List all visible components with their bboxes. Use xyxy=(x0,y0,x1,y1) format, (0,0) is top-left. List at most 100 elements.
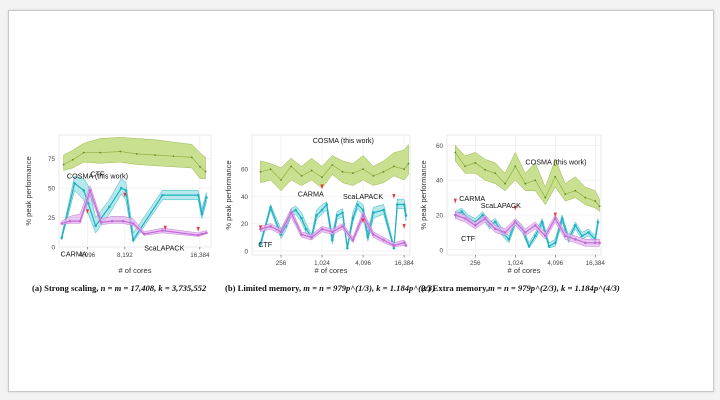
panel-b: 0 20 40 60 256 1,024 4,096 16,384 COSMA (this w… xyxy=(224,134,435,293)
panel-a-cosma-point xyxy=(71,158,74,161)
panel-c-scalapack-point xyxy=(533,224,537,227)
panel-a-annotation: CARMA xyxy=(61,249,87,258)
panel-b-cosma-point xyxy=(321,176,323,179)
panel-c-cosma-point xyxy=(598,205,601,208)
panel-b-ticks: 0 20 40 60 256 1,024 4,096 16,384 xyxy=(241,167,414,267)
panel-c-scalapack-line xyxy=(455,214,600,244)
panel-a-cosma-point xyxy=(172,155,175,158)
panel-c-xtick-label: 1,024 xyxy=(507,260,523,267)
panel-c-scalapack-point xyxy=(544,234,547,238)
panel-c-ctf-point xyxy=(547,245,551,248)
panel-a-ylabel: % peak performance xyxy=(24,156,33,225)
panel-a-ctf-point xyxy=(196,193,200,197)
panel-a-annotations: COSMA (this work)CTF CARMA ScaLAPACK xyxy=(61,169,185,258)
panel-c-ctf-point xyxy=(481,213,484,217)
panel-c-cosma-point xyxy=(574,189,577,192)
panel-b-ctf-point xyxy=(345,246,349,250)
panel-b-carma-point xyxy=(402,223,406,229)
panel-c-scalapack-point xyxy=(453,213,457,217)
panel-c-annotation: ScaLAPACK xyxy=(481,201,521,210)
panel-b-annotation: ScaLAPACK xyxy=(343,192,383,201)
panel-a-cosma-point xyxy=(190,156,193,159)
panel-c-cosma-point xyxy=(584,196,587,199)
panel-b-scalapack-line xyxy=(260,211,407,247)
panel-b-ctf-point xyxy=(269,205,272,209)
panel-c-ytick-label: 40 xyxy=(436,178,444,185)
panel-c-cosma-point xyxy=(504,182,507,185)
panel-b-scalapack-point xyxy=(361,214,365,217)
panel-c-ctf-point xyxy=(493,220,497,224)
panel-b-xtick-label: 4,096 xyxy=(355,260,371,267)
panel-a-ctf-point xyxy=(73,182,76,185)
panel-a-scalapack-point xyxy=(121,219,125,223)
panel-a-ctf-band xyxy=(61,175,207,243)
panel-a-caption-formula: n = m = 17,408, k = 3,735,552 xyxy=(101,283,207,293)
panel-b-ctf-point xyxy=(372,211,375,215)
panel-b-annotation: COSMA (this work) xyxy=(313,136,374,145)
panel-a-scalapack-point xyxy=(110,219,114,223)
panel-b-cosma-band xyxy=(260,143,409,192)
panel-a-cosma-band xyxy=(63,137,206,179)
panel-c-cosma-point xyxy=(464,165,467,168)
panel-a-cosma-point xyxy=(199,165,201,168)
panel-b-cosma-point xyxy=(290,165,293,168)
panel-b-scalapack-point xyxy=(351,238,355,242)
panel-b-ctf-point xyxy=(382,208,385,212)
panel-a-cosma-point xyxy=(154,154,157,156)
panel-b-ctf-point xyxy=(294,208,297,212)
panel-a-marks xyxy=(60,137,208,243)
panel-a-ctf-point xyxy=(82,189,86,192)
panel-c-ctf-point xyxy=(560,217,564,220)
panel-c-ytick-label: 60 xyxy=(436,143,444,150)
panel-a-carma-point xyxy=(196,226,200,232)
panel-b-ctf-point xyxy=(366,235,370,239)
panel-c-ctf-point xyxy=(527,245,531,248)
panel-a-caption-prefix: (a) Strong scaling, xyxy=(32,283,101,293)
panel-b-cosma-point xyxy=(407,162,410,165)
panel-c-carma-point xyxy=(513,205,517,211)
panel-b-ctf-point xyxy=(335,214,339,217)
panel-c-scalapack-point xyxy=(593,241,597,245)
panel-c-xtick-label: 256 xyxy=(470,260,481,267)
panel-b-ctf-point xyxy=(341,211,344,215)
panel-a-ctf-point xyxy=(124,189,128,192)
panel-c-ytick-label: 0 xyxy=(439,247,443,254)
panel-b-scalapack-point xyxy=(392,244,396,247)
panel-a-scalapack-point xyxy=(142,232,146,236)
panel-a-ctf-point xyxy=(200,212,204,216)
panel-b-scalapack-point xyxy=(341,225,344,228)
panel-b-carma-point xyxy=(320,184,324,190)
panel-a-ctf-point xyxy=(161,193,164,197)
panel-a-ctf-point xyxy=(131,238,135,242)
panel-c-cosma-point xyxy=(524,182,527,185)
panel-b-cosma-line xyxy=(260,163,409,181)
panel-b-ctf-point xyxy=(315,214,318,217)
panel-a-cosma-point xyxy=(204,170,207,173)
panel-b-scalapack-point xyxy=(300,233,303,236)
panel-b-carma-point xyxy=(392,193,396,199)
panel-a-xtick-label: 8,192 xyxy=(117,252,133,259)
panel-a-ytick-label: 75 xyxy=(48,156,56,163)
panel-b-ytick-label: 0 xyxy=(244,248,248,255)
panel-c-annotation: COSMA (this work) xyxy=(525,158,586,167)
panel-c-scalapack-point xyxy=(463,217,467,220)
panel-c-cosma-line xyxy=(455,152,600,207)
panel-a-scalapack-point xyxy=(200,232,204,236)
panel-b-scalapack-point xyxy=(269,225,272,228)
panel-c-ctf-point xyxy=(580,234,584,238)
panel-b-scalapack-point xyxy=(310,235,313,239)
panel-b-cosma-point xyxy=(372,175,375,177)
panel-a-annotation: ScaLAPACK xyxy=(144,244,184,253)
panel-b-caption: (b) Limited memory, m = n = 979p^(1/3), … xyxy=(225,283,435,293)
panel-b-cosma-point xyxy=(300,175,303,177)
panel-a-cosma-point xyxy=(62,163,65,166)
panel-b-cosma-point xyxy=(310,169,313,172)
panel-b-scalapack-point xyxy=(402,241,406,245)
panel-a-cosma-point xyxy=(135,152,138,155)
panel-c-ctf-point xyxy=(460,210,464,213)
panel-c-ticks: 0 20 40 60 256 1,024 4,096 16,384 xyxy=(436,143,605,267)
panel-a-scalapack-point xyxy=(99,220,103,224)
panel-c-cosma-point xyxy=(594,200,597,202)
